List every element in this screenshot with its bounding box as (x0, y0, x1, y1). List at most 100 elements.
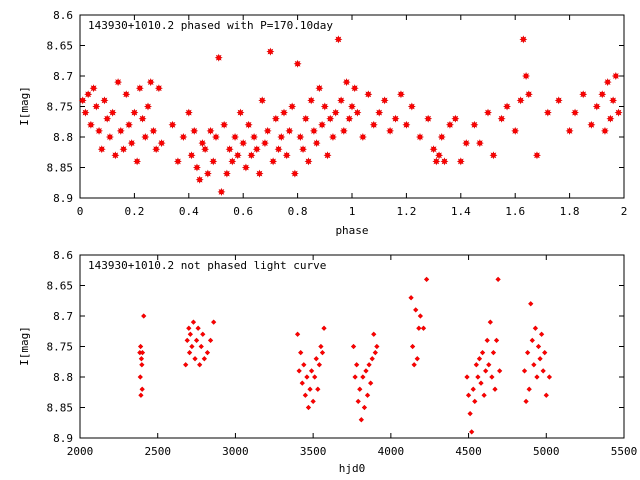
data-point (364, 90, 373, 99)
data-point (535, 343, 542, 350)
y-tick-label: 8.8 (53, 371, 73, 384)
x-tick-label: 1.2 (396, 205, 416, 218)
data-point (296, 133, 305, 141)
data-point (201, 145, 210, 154)
data-point (222, 169, 231, 178)
data-point (207, 337, 214, 344)
x-tick-label: 3500 (300, 445, 327, 458)
data-point (546, 374, 553, 380)
data-point (105, 133, 114, 141)
data-point (571, 108, 580, 117)
data-point (350, 84, 359, 93)
data-point (606, 114, 615, 123)
data-point (323, 151, 332, 160)
data-point (183, 362, 189, 368)
x-tick-label: 2000 (67, 445, 94, 458)
data-point (299, 145, 308, 154)
data-point (483, 368, 489, 374)
data-point (157, 139, 166, 148)
data-point (255, 169, 264, 178)
data-point (350, 343, 357, 350)
data-point (358, 417, 364, 423)
data-point (420, 325, 427, 331)
data-point (592, 102, 601, 111)
data-point (375, 108, 384, 117)
data-point (309, 126, 318, 135)
data-point (209, 157, 218, 166)
data-point (144, 102, 152, 111)
data-point (476, 356, 483, 362)
data-point (114, 78, 123, 87)
data-point (423, 276, 430, 283)
data-point (354, 362, 360, 368)
x-axis-label: hjd0 (339, 462, 366, 475)
data-point (337, 96, 346, 105)
data-point (266, 47, 275, 56)
phased-chart: 0 0.2 0.4 0.6 0.8 1 1.2 1.4 1.6 1.8 2 8.6 8.65 8.7 8.7… (18, 9, 627, 237)
data-point (358, 133, 367, 141)
data-point (244, 120, 253, 129)
data-point (528, 301, 534, 307)
data-point (331, 108, 340, 117)
data-point (122, 90, 131, 99)
data-point (497, 114, 506, 123)
data-point (274, 145, 283, 154)
data-point (484, 337, 490, 344)
data-point (294, 331, 301, 337)
y-tick-label: 8.9 (53, 192, 73, 205)
data-point (416, 325, 422, 331)
data-point (138, 356, 145, 362)
data-point (198, 139, 207, 148)
data-point (437, 133, 446, 141)
data-point (600, 126, 609, 135)
data-point (402, 120, 411, 129)
data-point (103, 114, 112, 123)
x-tick-label: 1.4 (451, 205, 471, 218)
data-point (473, 362, 479, 368)
data-point (187, 331, 193, 337)
data-point (239, 139, 248, 148)
y-tick-label: 8.75 (47, 341, 74, 354)
data-point (353, 108, 362, 117)
data-point (565, 126, 574, 135)
data-point (206, 126, 215, 135)
data-point (598, 90, 607, 99)
data-point (89, 84, 98, 93)
data-point (231, 133, 240, 141)
data-point (318, 120, 327, 129)
y-axis-label: I[mag] (18, 86, 31, 126)
data-point (190, 126, 199, 135)
data-point (304, 157, 313, 166)
data-point (211, 319, 217, 325)
data-point (233, 151, 242, 160)
data-point (187, 151, 196, 160)
data-point (478, 380, 484, 386)
data-point (366, 362, 372, 368)
data-point (380, 96, 389, 105)
data-point (137, 343, 144, 350)
data-point (470, 386, 476, 392)
data-point (192, 163, 201, 172)
data-point (470, 120, 479, 129)
data-point (214, 53, 223, 62)
data-point (475, 139, 484, 148)
data-point (521, 368, 528, 374)
y-tick-label: 8.75 (47, 101, 74, 114)
data-point (409, 343, 416, 350)
y-tick-label: 8.6 (53, 9, 73, 22)
x-tick-label: 4000 (378, 445, 405, 458)
x-tick-label: 5500 (611, 445, 638, 458)
data-point (352, 374, 358, 380)
data-point (299, 380, 305, 386)
data-point (369, 356, 375, 362)
data-point (538, 331, 545, 337)
data-point (372, 349, 378, 356)
data-point (414, 356, 420, 362)
x-tick-label: 0.8 (288, 205, 308, 218)
data-point (203, 169, 212, 178)
data-point (339, 126, 348, 135)
data-point (308, 368, 315, 374)
data-point (139, 349, 146, 356)
data-point (298, 349, 304, 356)
data-point (614, 108, 623, 117)
